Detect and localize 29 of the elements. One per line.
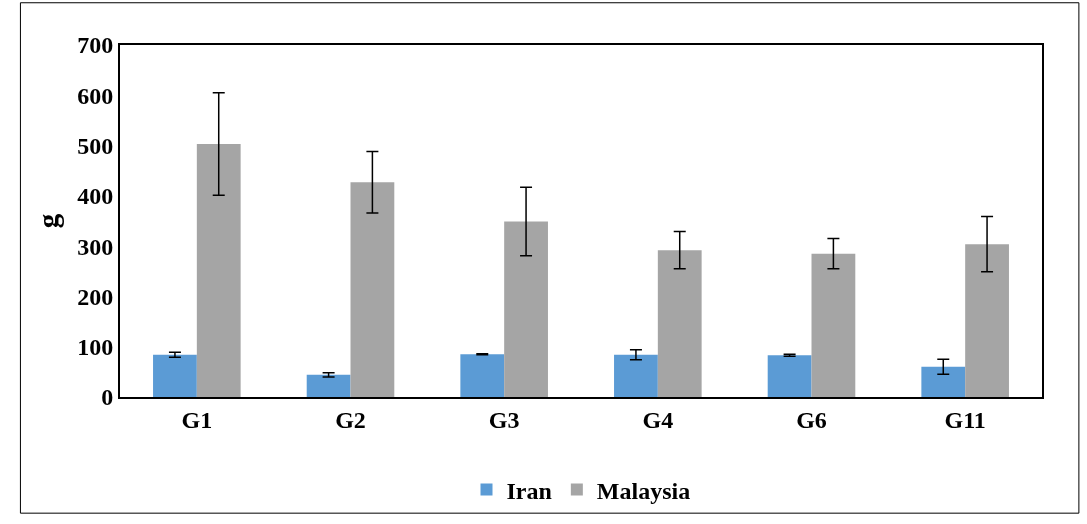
bar (460, 354, 505, 397)
bar (921, 366, 966, 397)
y-tick-label: 200 (77, 283, 114, 310)
x-tick-label: G6 (796, 406, 827, 433)
bar (811, 253, 856, 397)
y-tick-label: 100 (77, 334, 114, 361)
y-axis-title: g (32, 213, 65, 229)
bar (350, 182, 395, 397)
y-tick-label: 400 (77, 183, 114, 210)
x-tick-label: G2 (335, 406, 366, 433)
legend-label: Malaysia (596, 477, 691, 504)
x-tick-label: G11 (944, 406, 986, 433)
x-tick-label: G1 (181, 406, 213, 433)
legend-label: Iran (506, 477, 552, 504)
bar (504, 221, 548, 397)
y-tick-label: 600 (77, 82, 114, 109)
bar (153, 354, 197, 397)
x-tick-label: G4 (642, 406, 674, 433)
bar (614, 354, 658, 397)
bar (657, 250, 702, 397)
bar (306, 374, 351, 397)
y-tick-label: 700 (77, 32, 114, 59)
x-tick-label: G3 (488, 406, 520, 433)
bar (196, 144, 241, 397)
y-tick-label: 0 (101, 384, 114, 411)
y-tick-label: 300 (77, 233, 114, 260)
bar (767, 355, 812, 397)
y-tick-label: 500 (77, 132, 114, 159)
bar (965, 244, 1009, 397)
